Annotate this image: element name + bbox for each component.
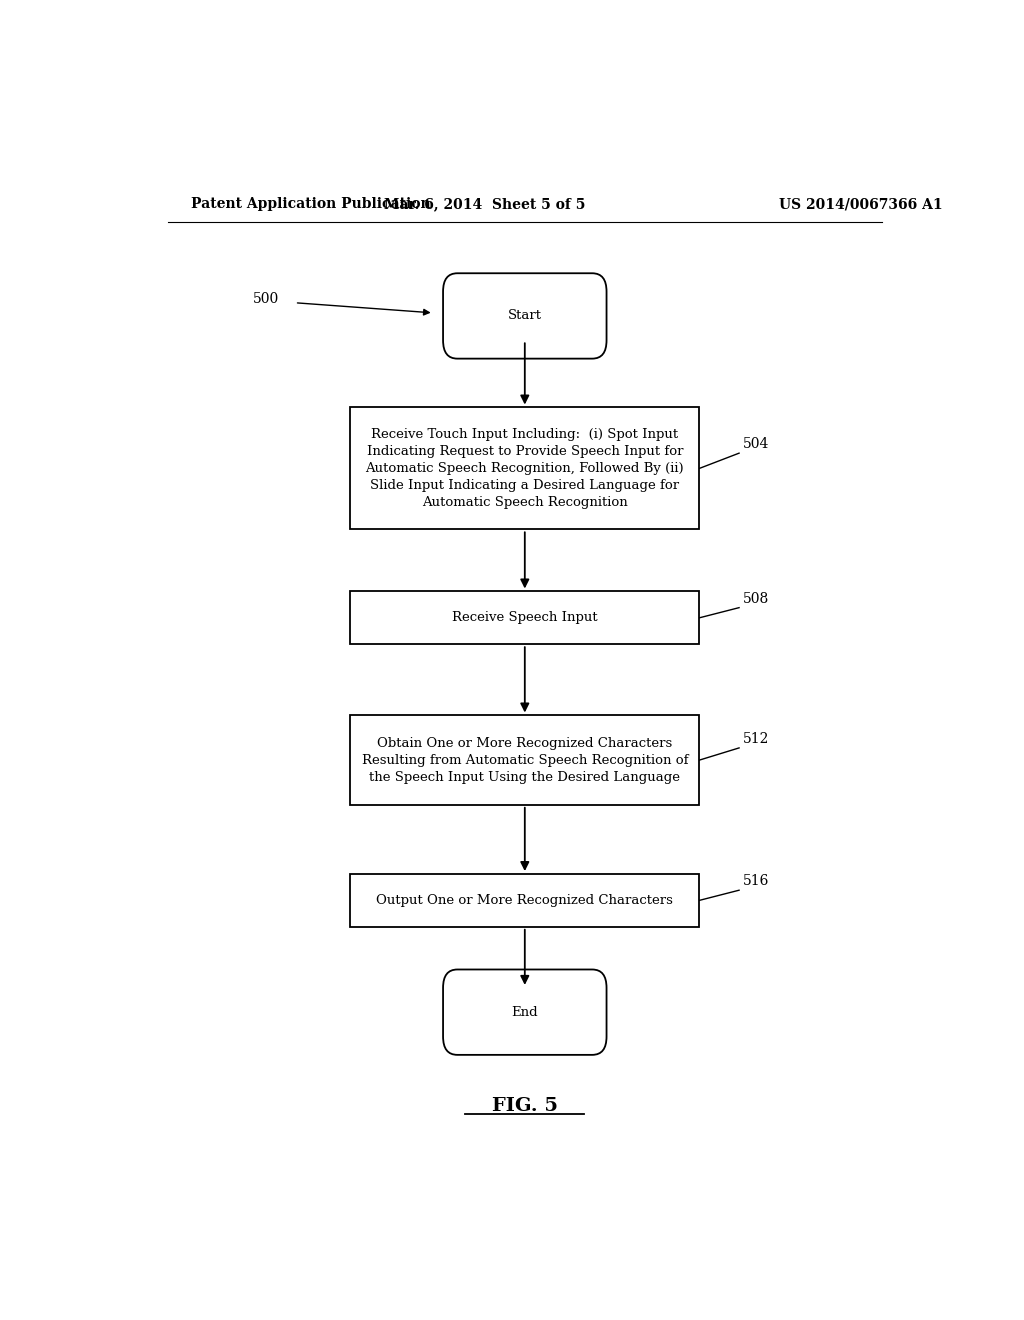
- Text: Receive Touch Input Including:  (i) Spot Input
Indicating Request to Provide Spe: Receive Touch Input Including: (i) Spot …: [366, 428, 684, 510]
- Text: Patent Application Publication: Patent Application Publication: [191, 197, 431, 211]
- Text: Receive Speech Input: Receive Speech Input: [452, 611, 598, 624]
- Text: US 2014/0067366 A1: US 2014/0067366 A1: [778, 197, 942, 211]
- Text: FIG. 5: FIG. 5: [492, 1097, 558, 1114]
- Bar: [350, 591, 699, 644]
- Text: 500: 500: [253, 292, 279, 306]
- Text: 516: 516: [743, 874, 769, 888]
- Bar: [350, 408, 699, 529]
- Text: Obtain One or More Recognized Characters
Resulting from Automatic Speech Recogni: Obtain One or More Recognized Characters…: [361, 737, 688, 784]
- Text: Mar. 6, 2014  Sheet 5 of 5: Mar. 6, 2014 Sheet 5 of 5: [384, 197, 586, 211]
- Text: Output One or More Recognized Characters: Output One or More Recognized Characters: [377, 894, 673, 907]
- Text: 508: 508: [743, 591, 769, 606]
- Bar: [350, 715, 699, 805]
- FancyBboxPatch shape: [443, 273, 606, 359]
- Text: 504: 504: [743, 437, 769, 451]
- FancyBboxPatch shape: [443, 969, 606, 1055]
- Text: End: End: [511, 1006, 539, 1019]
- Bar: [350, 874, 699, 927]
- Text: 512: 512: [743, 731, 769, 746]
- Text: Start: Start: [508, 309, 542, 322]
